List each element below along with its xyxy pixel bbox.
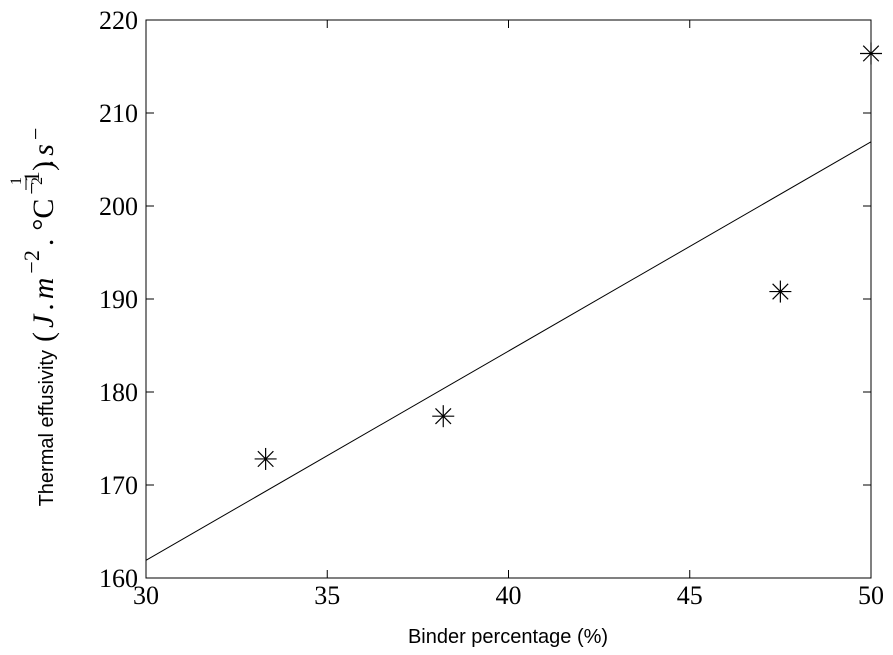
y-tick-label: 210 bbox=[99, 99, 138, 128]
data-point bbox=[860, 42, 882, 65]
x-axis-label: Binder percentage (%) bbox=[408, 626, 608, 648]
y-axis-label-m-exponent: −2 bbox=[19, 250, 44, 273]
y-axis-label-m: m bbox=[27, 278, 60, 300]
ticks bbox=[145, 19, 872, 579]
y-axis-label-dot-3: . bbox=[27, 160, 60, 168]
y-tick-label: 200 bbox=[99, 192, 138, 221]
y-tick-label: 180 bbox=[99, 378, 138, 407]
x-tick-label: 35 bbox=[314, 581, 340, 610]
y-axis-label-c-exponent: −1 bbox=[19, 171, 44, 194]
x-tick-labels: 30 35 40 45 50 bbox=[133, 581, 884, 610]
y-tick-label: 190 bbox=[99, 285, 138, 314]
y-axis-label-s-exponent-numerator: 1 bbox=[8, 177, 25, 185]
y-axis-label-dot-1: . bbox=[27, 303, 60, 311]
y-axis-label-prefix: Thermal effusivity bbox=[36, 350, 58, 506]
data-point bbox=[432, 405, 455, 428]
y-axis-label-s-exponent-denominator: 2 bbox=[29, 177, 46, 185]
fit-line bbox=[145, 141, 872, 561]
x-tick-label: 45 bbox=[677, 581, 703, 610]
plot-area bbox=[145, 19, 872, 579]
x-tick-label: 30 bbox=[133, 581, 159, 610]
y-axis-label-dot-2: . bbox=[27, 239, 60, 247]
svg-text:Thermal effusivity (: Thermal effusivity ( J . m −2 . °C −1 . … bbox=[19, 128, 60, 507]
data-point bbox=[254, 447, 277, 470]
y-axis-label-j: J bbox=[27, 313, 60, 328]
y-tick-label: 160 bbox=[99, 564, 138, 593]
y-axis-label-s-exponent-minus: − bbox=[23, 128, 48, 140]
x-tick-label: 40 bbox=[496, 581, 522, 610]
y-tick-label: 170 bbox=[99, 471, 138, 500]
y-axis-label: Thermal effusivity ( J . m −2 . °C −1 . … bbox=[8, 128, 60, 507]
y-tick-labels: 160 170 180 190 200 210 220 bbox=[99, 6, 138, 593]
data-points bbox=[254, 42, 882, 470]
y-tick-label: 220 bbox=[99, 6, 138, 35]
y-axis-label-open-paren: ( bbox=[27, 332, 60, 342]
y-axis-label-degc: °C bbox=[27, 199, 60, 231]
x-tick-label: 50 bbox=[858, 581, 884, 610]
y-axis-label-close-paren: ) bbox=[27, 161, 60, 171]
y-axis-label-s: s bbox=[27, 144, 60, 156]
data-point bbox=[769, 280, 792, 303]
